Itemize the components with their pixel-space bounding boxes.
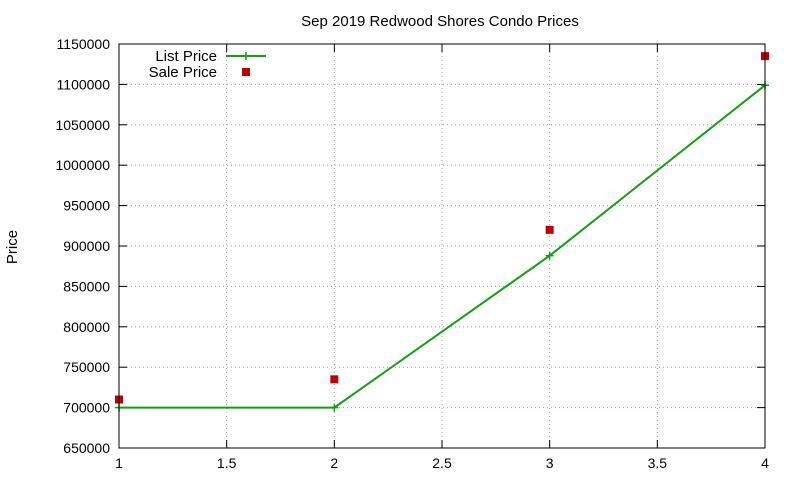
legend-label: Sale Price xyxy=(149,64,217,81)
x-tick-label: 4 xyxy=(761,455,769,471)
list-price-point xyxy=(545,251,554,260)
x-tick-label: 3 xyxy=(546,455,554,471)
x-tick-label: 1.5 xyxy=(217,455,237,471)
legend-item: List Price xyxy=(155,48,266,65)
y-tick-label: 1100000 xyxy=(57,76,111,92)
x-tick-label: 1 xyxy=(115,455,123,471)
y-axis-title: Price xyxy=(4,230,21,264)
plot-frame xyxy=(118,43,766,449)
y-tick-label: 1150000 xyxy=(57,36,111,52)
y-tick-label: 900000 xyxy=(63,238,110,254)
legend-item: Sale Price xyxy=(149,64,250,81)
legend-square-swatch xyxy=(242,68,250,76)
x-tick-label: 2.5 xyxy=(432,455,452,471)
y-tick-label: 1050000 xyxy=(55,117,110,133)
y-tick-label: 850000 xyxy=(63,278,110,294)
y-tick-label: 750000 xyxy=(63,359,110,375)
sale-price-point xyxy=(330,375,339,384)
chart-title: Sep 2019 Redwood Shores Condo Prices xyxy=(301,13,579,30)
legend-plus-swatch xyxy=(242,52,250,60)
sale-price-point xyxy=(545,225,554,234)
y-tick-label: 800000 xyxy=(63,319,110,335)
series-0 xyxy=(115,81,769,412)
y-tick-label: 650000 xyxy=(63,440,110,456)
y-tick-label: 700000 xyxy=(63,400,110,416)
list-price-point xyxy=(330,403,339,412)
grid-lines xyxy=(118,43,766,449)
y-tick-label: 950000 xyxy=(63,198,110,214)
y-tick-labels: 650000 700000 750000 800000 850000 900000 9500… xyxy=(55,36,110,456)
legend-label: List Price xyxy=(155,48,217,65)
x-tick-labels: 1 1.5 2 2.5 3 3.5 4 xyxy=(115,455,769,471)
x-tick-label: 3.5 xyxy=(648,455,668,471)
x-tick-label: 2 xyxy=(330,455,338,471)
data-series xyxy=(115,52,769,412)
y-tick-label: 1000000 xyxy=(55,157,110,173)
list-price-line xyxy=(119,84,766,409)
